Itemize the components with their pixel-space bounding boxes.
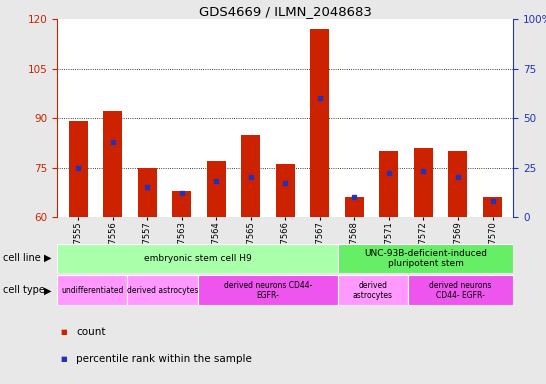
Text: ▶: ▶ <box>44 253 52 263</box>
Bar <box>69 121 87 217</box>
Text: undifferentiated: undifferentiated <box>61 286 123 295</box>
Bar <box>241 134 260 217</box>
Bar <box>379 151 399 217</box>
Bar <box>310 29 329 217</box>
Text: derived neurons
CD44- EGFR-: derived neurons CD44- EGFR- <box>430 281 492 300</box>
Bar <box>172 190 191 217</box>
Text: ■: ■ <box>60 329 67 335</box>
Bar <box>338 244 513 273</box>
Bar <box>103 111 122 217</box>
Bar <box>448 151 467 217</box>
Bar <box>57 244 338 273</box>
Text: cell line: cell line <box>3 253 40 263</box>
Text: UNC-93B-deficient-induced
pluripotent stem: UNC-93B-deficient-induced pluripotent st… <box>364 248 487 268</box>
Text: derived neurons CD44-
EGFR-: derived neurons CD44- EGFR- <box>223 281 312 300</box>
Bar <box>57 275 127 305</box>
Text: count: count <box>76 327 106 337</box>
Text: ▶: ▶ <box>44 285 52 295</box>
Bar <box>276 164 295 217</box>
Title: GDS4669 / ILMN_2048683: GDS4669 / ILMN_2048683 <box>199 5 372 18</box>
Text: derived astrocytes: derived astrocytes <box>127 286 198 295</box>
Text: embryonic stem cell H9: embryonic stem cell H9 <box>144 254 252 263</box>
Bar <box>207 161 225 217</box>
Bar <box>414 148 433 217</box>
Text: derived
astrocytes: derived astrocytes <box>353 281 393 300</box>
Bar <box>338 275 408 305</box>
Text: cell type: cell type <box>3 285 45 295</box>
Bar <box>138 167 157 217</box>
Bar <box>408 275 513 305</box>
Bar <box>483 197 502 217</box>
Text: ■: ■ <box>60 356 67 362</box>
Bar <box>198 275 338 305</box>
Bar <box>127 275 198 305</box>
Bar <box>345 197 364 217</box>
Text: percentile rank within the sample: percentile rank within the sample <box>76 354 252 364</box>
